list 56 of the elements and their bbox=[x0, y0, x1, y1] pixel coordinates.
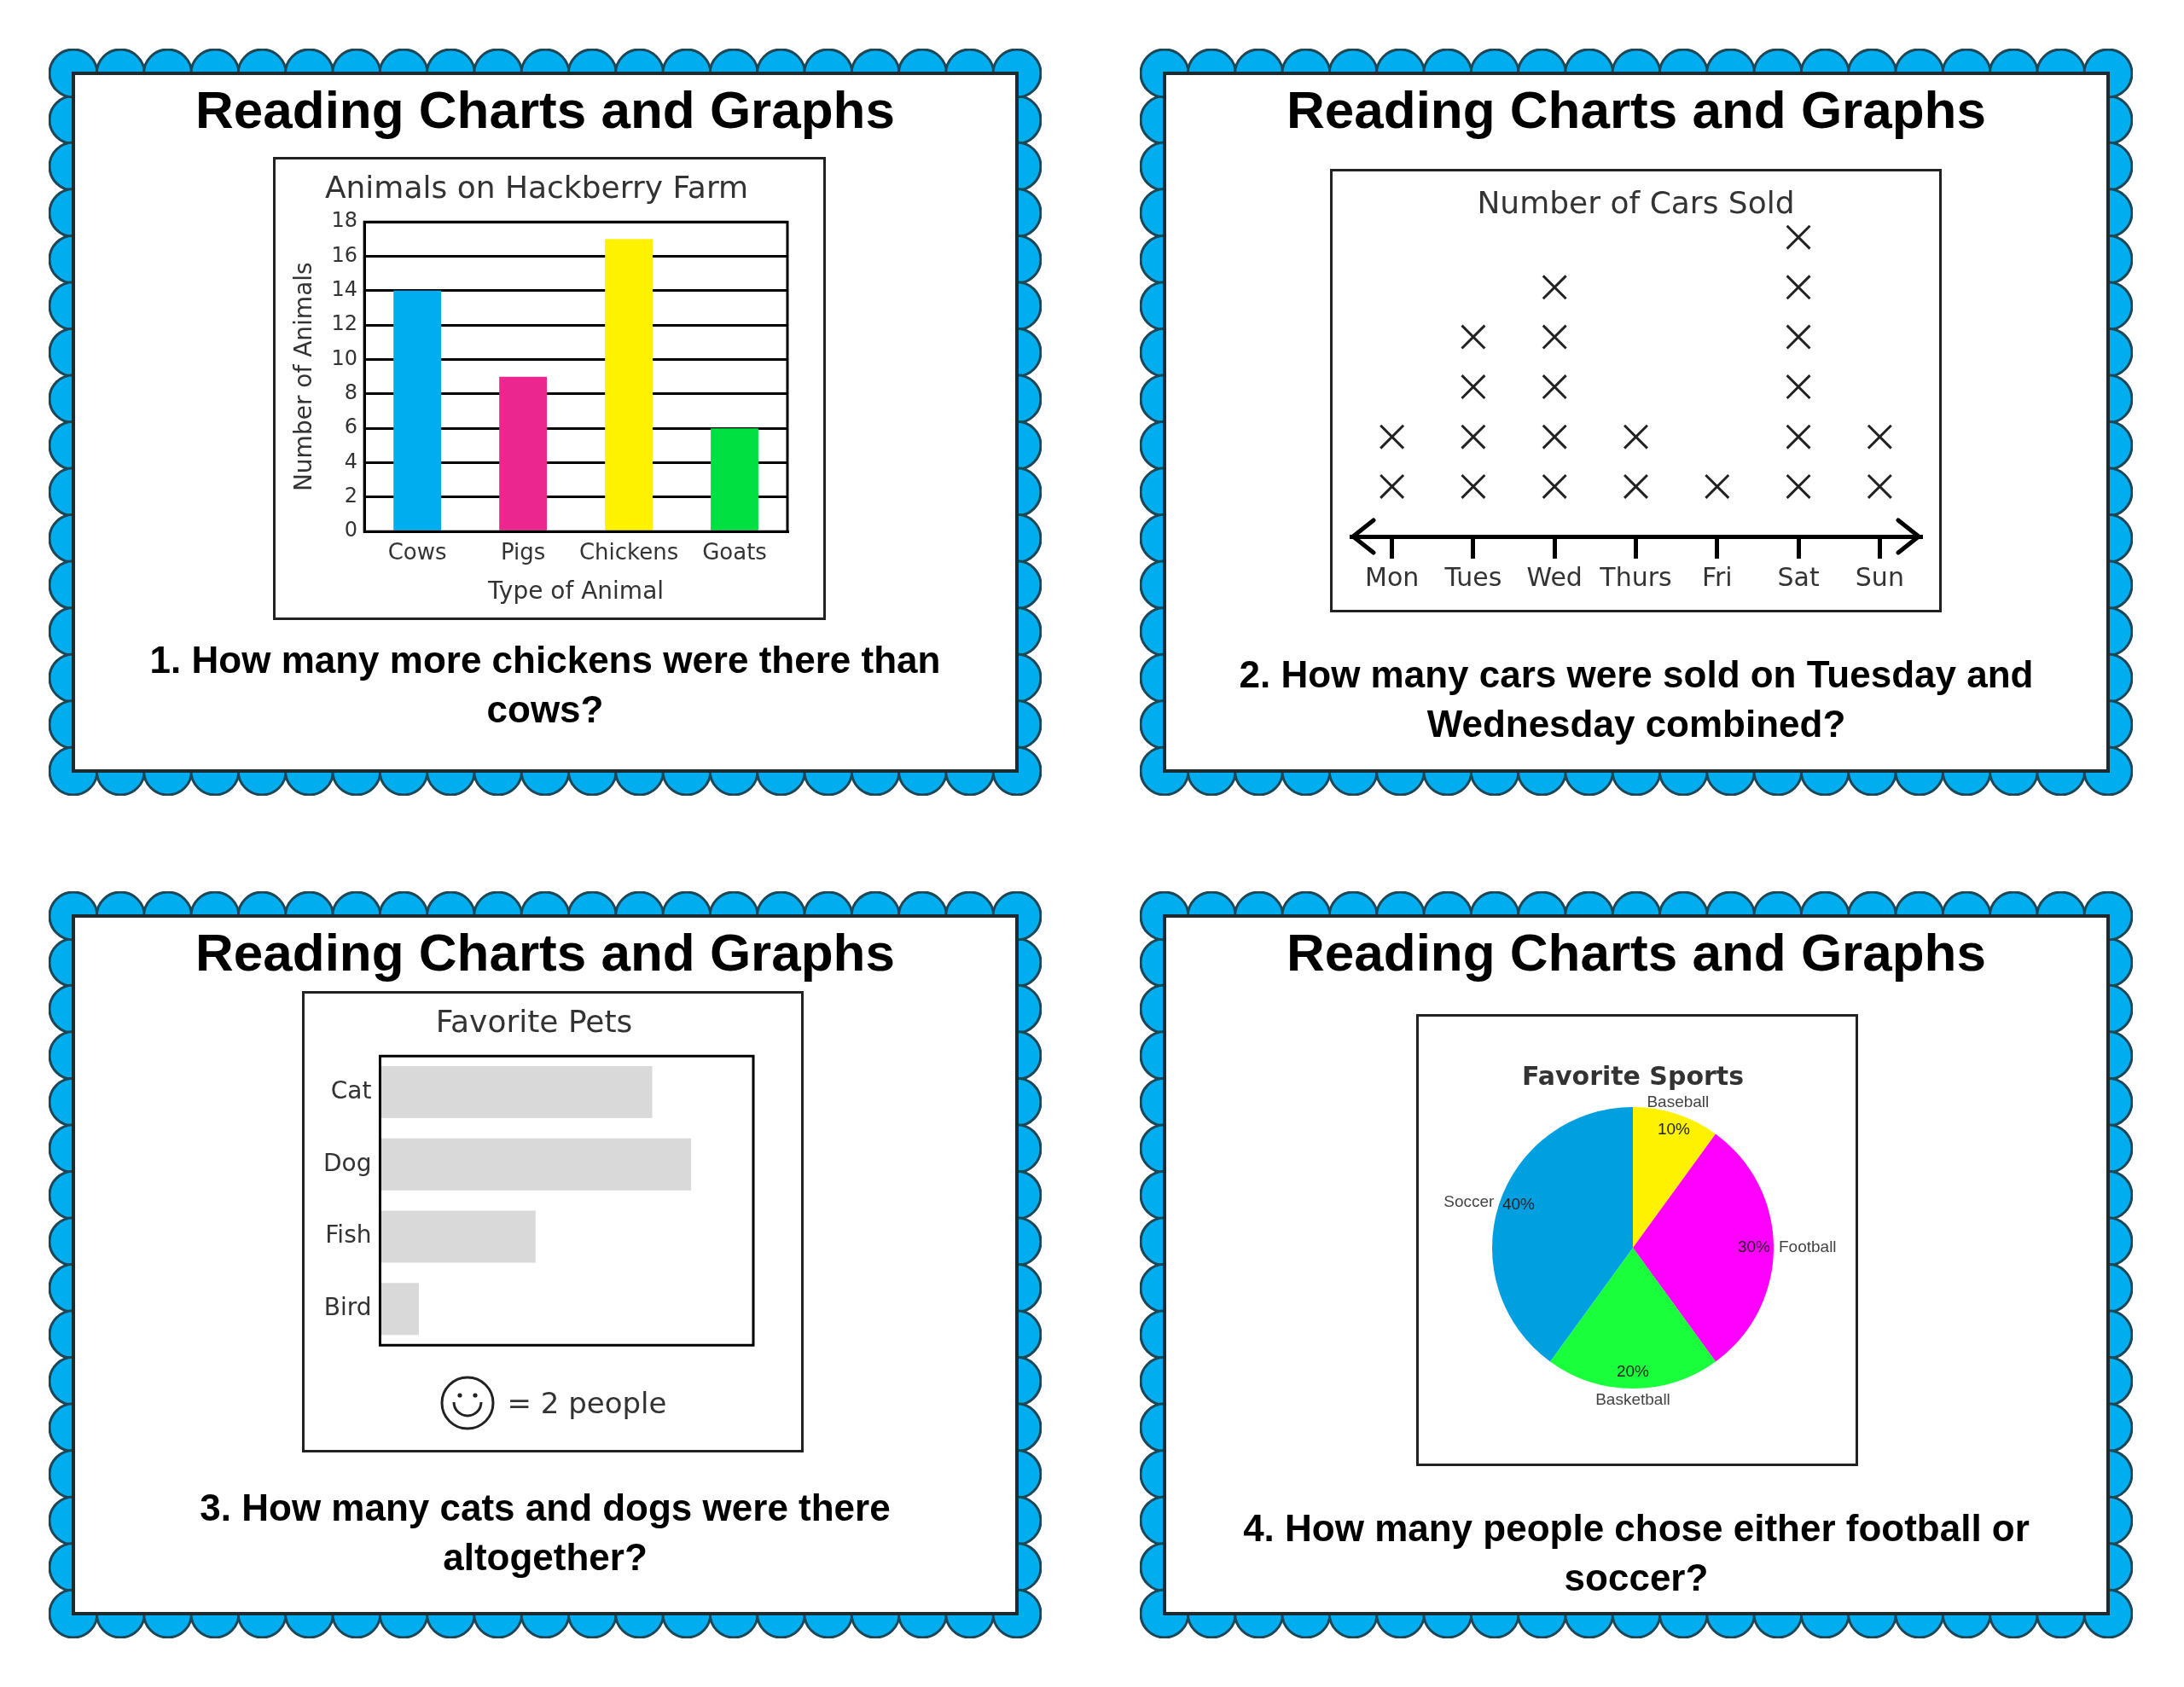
y-tick-label: 8 bbox=[344, 380, 358, 405]
data-label: 30% bbox=[1737, 1238, 1771, 1256]
text: 1. How many more chickens were there than cows? bbox=[148, 638, 942, 732]
x-tick-label: Tues bbox=[1443, 561, 1502, 592]
chart-title: Animals on Hackberry Farm bbox=[324, 169, 749, 205]
bar bbox=[393, 290, 442, 530]
bar bbox=[499, 376, 547, 530]
slice-label: Baseball bbox=[1647, 1093, 1710, 1111]
y-tick-label: 10 bbox=[331, 345, 358, 370]
bar bbox=[711, 428, 758, 530]
x-tick-label: Cows bbox=[387, 538, 447, 565]
x-tick-label: Chickens bbox=[578, 538, 679, 565]
y-tick-label: 6 bbox=[344, 415, 358, 439]
text: 4. How many people chose either football or soccer? bbox=[1242, 1506, 2030, 1600]
y-tick-label: Cat bbox=[330, 1075, 372, 1104]
x-tick-label: Wed bbox=[1526, 561, 1583, 592]
bar bbox=[380, 1066, 653, 1119]
x-tick-label: Goats bbox=[702, 538, 767, 565]
text: 3. How many cats and dogs were there altogether? bbox=[199, 1486, 892, 1580]
y-tick-label: 18 bbox=[331, 208, 358, 233]
x-axis-title: Type of Animal bbox=[487, 577, 665, 606]
data-label: 40% bbox=[1502, 1195, 1536, 1214]
y-tick-label: 16 bbox=[331, 242, 358, 267]
slice-label: Basketball bbox=[1595, 1389, 1670, 1408]
data-label: 10% bbox=[1657, 1120, 1691, 1139]
bar bbox=[380, 1210, 536, 1263]
x-tick-label: Sat bbox=[1777, 561, 1820, 592]
chart-title: Number of Cars Sold bbox=[1477, 184, 1795, 220]
x-tick-label: Pigs bbox=[500, 538, 546, 565]
slice-label: Football bbox=[1779, 1238, 1837, 1256]
text: Reading Charts and Graphs bbox=[195, 79, 896, 141]
chart-title: Favorite Pets bbox=[435, 1003, 633, 1039]
text: 2. How many cars were sold on Tuesday and Wednesday combined? bbox=[1238, 652, 2035, 746]
text: Reading Charts and Graphs bbox=[195, 922, 896, 983]
y-tick-label: 12 bbox=[331, 311, 358, 336]
data-label: 20% bbox=[1616, 1361, 1650, 1380]
bar bbox=[380, 1283, 420, 1336]
slice-label: Soccer bbox=[1443, 1192, 1496, 1211]
y-tick-label: Fish bbox=[325, 1220, 372, 1249]
text: Reading Charts and Graphs bbox=[1286, 79, 1987, 141]
bar bbox=[380, 1138, 692, 1191]
y-tick-label: 0 bbox=[344, 518, 358, 542]
text: = 2 people bbox=[507, 1386, 667, 1420]
bar bbox=[605, 239, 653, 530]
y-tick-label: Bird bbox=[323, 1293, 372, 1322]
y-tick-label: 4 bbox=[344, 449, 358, 473]
x-tick-label: Thurs bbox=[1599, 561, 1672, 592]
text: Reading Charts and Graphs bbox=[1286, 922, 1987, 983]
y-axis-title: Number of Animals bbox=[289, 262, 318, 492]
x-tick-label: Sun bbox=[1855, 561, 1904, 592]
x-tick-label: Fri bbox=[1701, 561, 1733, 592]
chart-title: Favorite Sports bbox=[1521, 1060, 1745, 1091]
x-tick-label: Mon bbox=[1365, 561, 1420, 592]
y-tick-label: Dog bbox=[323, 1148, 372, 1177]
y-tick-label: 14 bbox=[331, 277, 358, 302]
y-tick-label: 2 bbox=[344, 484, 358, 508]
